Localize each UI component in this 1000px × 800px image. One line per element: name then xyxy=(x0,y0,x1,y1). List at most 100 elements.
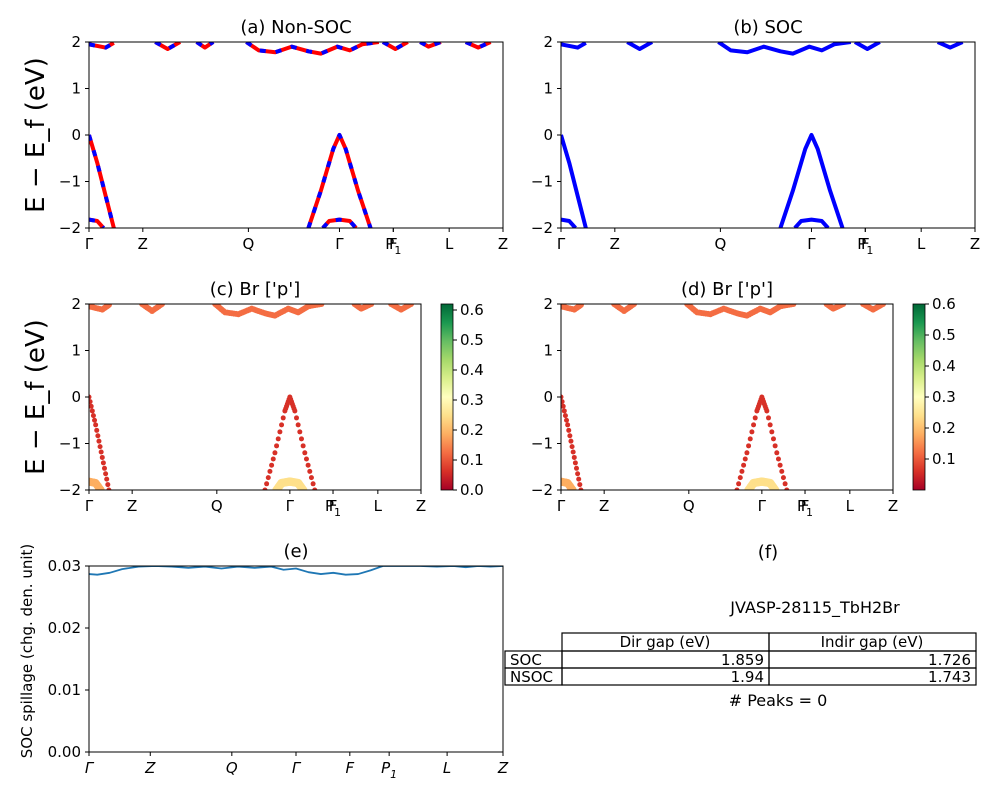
band-point xyxy=(739,468,745,474)
band-point xyxy=(631,304,638,307)
band-point xyxy=(262,487,268,490)
panel-title: (a) Non-SOC xyxy=(240,17,351,38)
table-cell: 1.726 xyxy=(928,651,971,669)
spillage-line xyxy=(89,566,503,576)
band-point xyxy=(737,475,743,481)
band-point xyxy=(279,422,285,428)
x-tick-label: Q xyxy=(211,497,223,515)
series-line xyxy=(717,42,852,56)
band-point xyxy=(307,468,313,474)
axes-frame xyxy=(560,41,976,229)
colorbar xyxy=(440,303,454,491)
colorbar-tick-label: 0.1 xyxy=(932,450,956,468)
band-point xyxy=(561,403,566,409)
panel-e: 0.030.020.010.00Γ Z Q Γ F P1 L Z(e)SOC spillage… xyxy=(18,541,509,781)
band-point xyxy=(782,481,788,487)
band-point xyxy=(264,481,270,487)
x-tick-subscript: 1 xyxy=(394,244,401,257)
panel-title: (d) Br ['p'] xyxy=(681,279,773,300)
y-axis-label: E − E_f (eV) xyxy=(21,319,51,475)
band-point xyxy=(274,443,280,449)
x-tick-label: L xyxy=(846,497,855,515)
band-point xyxy=(746,443,752,449)
x-tick-label: Z xyxy=(599,497,609,515)
band-point xyxy=(292,408,298,414)
axes-frame xyxy=(88,303,422,491)
band-point xyxy=(295,422,301,428)
band-point xyxy=(89,403,94,409)
colorbar-tick-label: 0.5 xyxy=(932,326,956,344)
band-point xyxy=(577,482,583,488)
series-line xyxy=(306,133,373,228)
info-panel: (f) JVASP-28115_TbH2Br Dir gap (eV) Indi… xyxy=(504,542,977,710)
x-tick-label: L xyxy=(445,235,454,253)
band-point xyxy=(94,427,100,433)
y-tick-label: −1 xyxy=(59,435,81,453)
band-point xyxy=(300,443,306,449)
band-point xyxy=(570,449,576,455)
x-tick-label: L xyxy=(374,497,383,515)
x-tick-label: Γ xyxy=(85,497,94,515)
y-tick-label: 1 xyxy=(71,80,81,98)
y-tick-label: −1 xyxy=(531,435,553,453)
colorbar-tick-label: 0.4 xyxy=(932,357,956,375)
y-tick-label: 1 xyxy=(543,80,553,98)
x-tick-label: P1 xyxy=(381,759,397,781)
band-point xyxy=(98,449,104,455)
band-point xyxy=(577,304,584,308)
band-point xyxy=(105,482,111,488)
y-tick-label: 0.01 xyxy=(48,681,81,699)
band-point xyxy=(99,454,105,460)
y-tick-label: 0 xyxy=(543,388,553,406)
band-point xyxy=(96,438,102,444)
gap-table xyxy=(504,632,977,686)
series-line xyxy=(561,134,588,228)
band-point xyxy=(298,485,308,490)
band-point xyxy=(752,415,758,421)
y-tick-label: 1 xyxy=(71,342,81,360)
x-tick-subscript: 1 xyxy=(806,506,813,519)
axes-frame xyxy=(560,303,894,491)
band-point xyxy=(561,394,564,400)
plot-area xyxy=(561,304,887,490)
colorbar-tick-label: 0.3 xyxy=(460,391,484,409)
colorbar-tick-label: 0.6 xyxy=(460,301,484,319)
y-axis-label: E − E_f (eV) xyxy=(21,57,51,213)
band-point xyxy=(312,487,318,490)
band-point xyxy=(779,468,785,474)
x-tick-label: Γ xyxy=(557,235,566,253)
y-tick-label: 0.03 xyxy=(48,557,81,575)
x-tick-label: F xyxy=(345,759,354,777)
band-point xyxy=(736,481,742,487)
series-line-dashed xyxy=(154,42,182,51)
band-point xyxy=(562,413,568,419)
band-point xyxy=(741,462,747,468)
band-point xyxy=(764,408,770,414)
x-tick-label: Γ xyxy=(807,235,816,253)
band-point xyxy=(790,304,797,307)
table-row-label: SOC xyxy=(510,651,542,669)
band-point xyxy=(572,460,578,466)
band-point xyxy=(568,438,574,444)
x-tick-label: Z xyxy=(497,759,509,777)
plot-area xyxy=(89,304,415,490)
y-tick-label: −2 xyxy=(59,219,81,237)
band-point xyxy=(318,304,325,307)
x-tick-label: Q xyxy=(242,235,254,253)
series-line-dashed xyxy=(195,42,215,50)
x-tick-label: Z xyxy=(610,235,620,253)
y-tick-label: 2 xyxy=(71,295,81,313)
band-point xyxy=(775,456,781,462)
panel-c: 210−1−2Γ Z Q Γ FP1 L Z(c) Br ['p']E − E_f (eV)… xyxy=(21,279,484,519)
band-point xyxy=(368,304,375,307)
band-point xyxy=(571,454,577,460)
band-point xyxy=(89,408,95,414)
x-tick-label: Z xyxy=(970,235,980,253)
band-point xyxy=(568,486,577,490)
y-tick-label: 1 xyxy=(543,342,553,360)
band-point xyxy=(573,465,579,471)
band-point xyxy=(575,471,581,477)
x-tick-label: Z xyxy=(888,497,898,515)
series-line xyxy=(89,134,116,228)
